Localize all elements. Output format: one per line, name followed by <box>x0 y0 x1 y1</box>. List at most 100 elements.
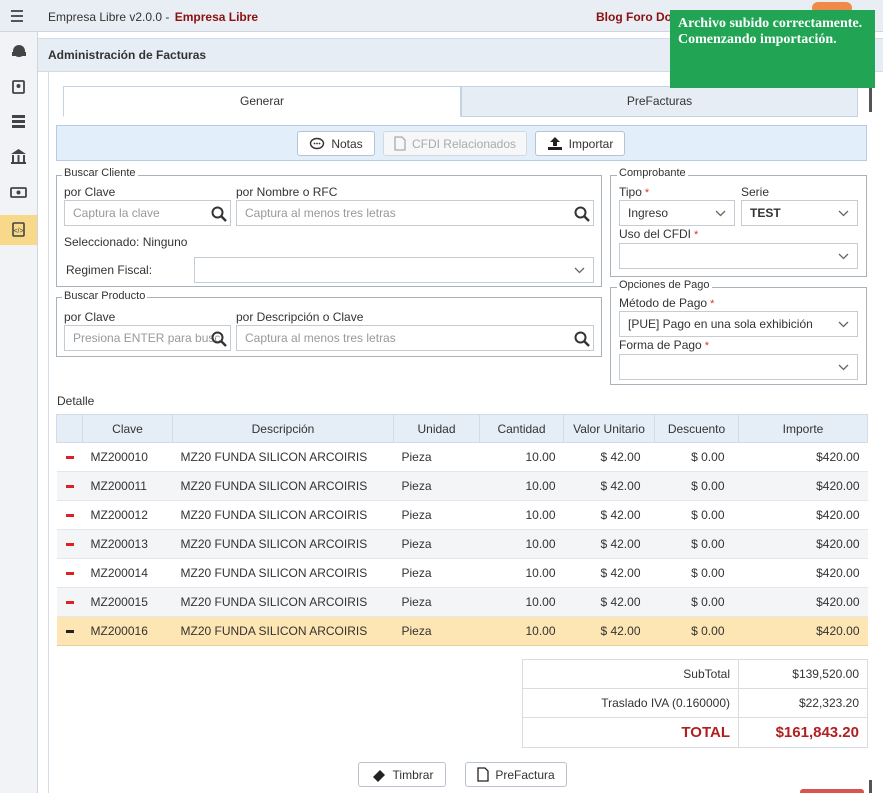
table-cell: $420.00 <box>739 501 868 530</box>
forma-select[interactable] <box>619 354 858 380</box>
table-cell: Pieza <box>394 559 480 588</box>
toast-message[interactable]: Archivo subido correctamente. Comenzando… <box>670 10 875 88</box>
totals-row: TOTAL$161,843.20 <box>523 718 868 748</box>
table-row: MZ200012MZ20 FUNDA SILICON ARCOIRISPieza… <box>57 501 868 530</box>
chevron <box>838 321 849 328</box>
list-icon[interactable] <box>12 115 25 128</box>
nombre-input[interactable]: Captura al menos tres letras <box>236 200 594 226</box>
chevron <box>838 364 849 371</box>
delete-icon[interactable] <box>66 572 74 575</box>
delete-icon[interactable] <box>66 601 74 604</box>
table-cell: 10.00 <box>480 530 564 559</box>
table-cell: 10.00 <box>480 501 564 530</box>
clave-input[interactable]: Captura la clave <box>64 200 231 226</box>
serie-select[interactable]: TEST <box>741 200 858 226</box>
field-label: por Nombre o RFC <box>236 185 337 199</box>
header-cell: Descripción <box>173 415 394 443</box>
table-row: MZ200015MZ20 FUNDA SILICON ARCOIRISPieza… <box>57 588 868 617</box>
cfdi-button[interactable]: CFDI Relacionados <box>383 131 527 156</box>
delete-cell <box>57 443 83 472</box>
importar-button[interactable]: Importar <box>535 131 625 156</box>
table-cell: MZ20 FUNDA SILICON ARCOIRIS <box>173 472 394 501</box>
metodo-select[interactable]: [PUE] Pago en una sola exhibición <box>619 311 858 337</box>
search-icon[interactable] <box>211 206 227 222</box>
table-cell: $ 42.00 <box>564 501 655 530</box>
table-cell: $ 42.00 <box>564 530 655 559</box>
prefactura-button[interactable]: PreFactura <box>465 762 567 787</box>
table-row: MZ200016MZ20 FUNDA SILICON ARCOIRISPieza… <box>57 617 868 646</box>
table-cell: $ 0.00 <box>655 617 739 646</box>
header-cell: Unidad <box>394 415 480 443</box>
fieldset-legend: Buscar Producto <box>62 290 147 302</box>
totals-body: SubTotal$139,520.00Traslado IVA (0.16000… <box>523 660 868 748</box>
table-cell: $ 0.00 <box>655 588 739 617</box>
delete-icon[interactable] <box>66 514 74 517</box>
button-label: Timbrar <box>393 768 434 782</box>
table-cell: $420.00 <box>739 588 868 617</box>
table-header: ClaveDescripciónUnidadCantidadValor Unit… <box>57 415 868 443</box>
button-label: CFDI Relacionados <box>412 137 516 151</box>
search-icon[interactable] <box>574 206 590 222</box>
tipo-select[interactable]: Ingreso <box>619 200 735 226</box>
header-links[interactable]: Blog Foro Do <box>596 10 672 24</box>
sidebar-icons: </> <box>0 32 38 252</box>
cancel-button[interactable] <box>800 789 864 793</box>
table-cell: 10.00 <box>480 472 564 501</box>
table-row: MZ200010MZ20 FUNDA SILICON ARCOIRISPieza… <box>57 443 868 472</box>
svg-text:</>: </> <box>13 228 23 235</box>
page-title: Administración de Facturas <box>48 48 206 62</box>
money-icon[interactable] <box>11 188 26 197</box>
search-icon[interactable] <box>211 331 227 347</box>
table-cell: MZ20 FUNDA SILICON ARCOIRIS <box>173 443 394 472</box>
scrollbar[interactable] <box>869 780 872 793</box>
table-cell: Pieza <box>394 443 480 472</box>
notas-button[interactable]: Notas <box>297 131 375 156</box>
table-cell: $ 42.00 <box>564 472 655 501</box>
producto-desc-input[interactable]: Captura al menos tres letras <box>236 325 594 351</box>
totals-value: $161,843.20 <box>739 718 868 748</box>
header-cell: Cantidad <box>480 415 564 443</box>
menu-icon[interactable] <box>10 9 26 23</box>
contacts-icon[interactable] <box>13 81 24 93</box>
dashboard-icon[interactable] <box>12 45 26 57</box>
bank-icon[interactable] <box>11 149 26 164</box>
timbrar-button[interactable]: Timbrar <box>358 762 446 787</box>
totals-value: $22,323.20 <box>739 689 868 718</box>
chevron <box>838 253 849 260</box>
button-label: PreFactura <box>495 768 554 782</box>
table-cell: MZ200013 <box>83 530 173 559</box>
upload-icon <box>547 136 563 151</box>
producto-clave-input[interactable]: Presiona ENTER para busc <box>64 325 231 351</box>
table-cell: MZ20 FUNDA SILICON ARCOIRIS <box>173 501 394 530</box>
delete-icon[interactable] <box>66 485 74 488</box>
search-icon[interactable] <box>574 331 590 347</box>
delete-icon[interactable] <box>66 543 74 546</box>
table-cell: $420.00 <box>739 530 868 559</box>
table-cell: MZ200011 <box>83 472 173 501</box>
field-label: Tipo* <box>619 185 649 199</box>
button-label: Importar <box>569 137 614 151</box>
tab-generar[interactable]: Generar <box>63 86 461 117</box>
notes-icon <box>309 137 325 151</box>
detalle-label: Detalle <box>57 394 94 408</box>
table-cell: MZ20 FUNDA SILICON ARCOIRIS <box>173 588 394 617</box>
table-cell: 10.00 <box>480 443 564 472</box>
field-label: Regimen Fiscal: <box>66 263 152 277</box>
placeholder: Captura la clave <box>73 206 160 220</box>
header-cell: Importe <box>739 415 868 443</box>
table-cell: Pieza <box>394 530 480 559</box>
scrollbar[interactable] <box>869 88 872 112</box>
table-cell: MZ200014 <box>83 559 173 588</box>
table-cell: 10.00 <box>480 588 564 617</box>
totals-label: Traslado IVA (0.160000) <box>523 689 739 718</box>
delete-cell <box>57 559 83 588</box>
uso-select[interactable] <box>619 243 858 269</box>
delete-icon[interactable] <box>66 630 74 633</box>
regimen-select[interactable] <box>194 257 594 283</box>
delete-cell <box>57 588 83 617</box>
table-cell: MZ200012 <box>83 501 173 530</box>
table-cell: MZ200010 <box>83 443 173 472</box>
tab-prefacturas[interactable]: PreFacturas <box>461 86 858 117</box>
label-text: Tipo <box>619 185 642 199</box>
delete-icon[interactable] <box>66 456 74 459</box>
